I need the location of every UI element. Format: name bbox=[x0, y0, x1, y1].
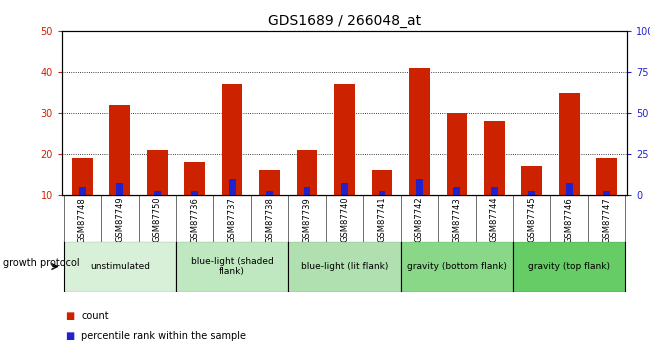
Text: GSM87744: GSM87744 bbox=[490, 197, 499, 243]
Bar bbox=[79, 187, 86, 195]
Bar bbox=[116, 183, 123, 195]
Bar bbox=[229, 179, 235, 195]
Text: GSM87749: GSM87749 bbox=[115, 197, 124, 243]
Text: GSM87736: GSM87736 bbox=[190, 197, 199, 243]
Text: percentile rank within the sample: percentile rank within the sample bbox=[81, 332, 246, 341]
Text: GDS1689 / 266048_at: GDS1689 / 266048_at bbox=[268, 14, 421, 28]
Text: GSM87738: GSM87738 bbox=[265, 197, 274, 243]
Bar bbox=[297, 150, 317, 195]
Text: GSM87739: GSM87739 bbox=[302, 197, 311, 243]
Text: ■: ■ bbox=[65, 332, 74, 341]
Bar bbox=[176, 241, 289, 292]
Bar bbox=[378, 191, 385, 195]
Text: GSM87747: GSM87747 bbox=[602, 197, 611, 243]
Bar bbox=[603, 191, 610, 195]
Bar bbox=[289, 241, 400, 292]
Bar bbox=[559, 92, 580, 195]
Text: blue-light (shaded
flank): blue-light (shaded flank) bbox=[190, 257, 274, 276]
Text: GSM87750: GSM87750 bbox=[153, 197, 162, 243]
Bar bbox=[147, 150, 168, 195]
Bar bbox=[521, 166, 542, 195]
Bar bbox=[154, 191, 161, 195]
Text: GSM87742: GSM87742 bbox=[415, 197, 424, 243]
Bar bbox=[596, 158, 617, 195]
Bar bbox=[484, 121, 504, 195]
Text: GSM87745: GSM87745 bbox=[527, 197, 536, 243]
Text: growth protocol: growth protocol bbox=[3, 258, 80, 268]
Text: ■: ■ bbox=[65, 311, 74, 321]
Bar bbox=[454, 187, 460, 195]
Bar bbox=[372, 170, 392, 195]
Bar bbox=[528, 191, 535, 195]
Bar bbox=[185, 162, 205, 195]
Bar bbox=[341, 183, 348, 195]
Bar bbox=[409, 68, 430, 195]
Text: count: count bbox=[81, 311, 109, 321]
Text: GSM87746: GSM87746 bbox=[565, 197, 574, 243]
Bar bbox=[266, 191, 273, 195]
Bar bbox=[513, 241, 625, 292]
Text: GSM87737: GSM87737 bbox=[227, 197, 237, 243]
Bar bbox=[72, 158, 93, 195]
Text: blue-light (lit flank): blue-light (lit flank) bbox=[301, 262, 388, 271]
Text: gravity (top flank): gravity (top flank) bbox=[528, 262, 610, 271]
Bar bbox=[109, 105, 130, 195]
Bar bbox=[416, 179, 422, 195]
Text: GSM87743: GSM87743 bbox=[452, 197, 462, 243]
Bar bbox=[64, 241, 176, 292]
Bar bbox=[222, 84, 242, 195]
Bar bbox=[566, 183, 573, 195]
Text: GSM87741: GSM87741 bbox=[378, 197, 387, 243]
Text: GSM87740: GSM87740 bbox=[340, 197, 349, 243]
Bar bbox=[334, 84, 355, 195]
Bar bbox=[491, 187, 498, 195]
Bar bbox=[447, 113, 467, 195]
Text: GSM87748: GSM87748 bbox=[78, 197, 87, 243]
Bar bbox=[191, 191, 198, 195]
Text: gravity (bottom flank): gravity (bottom flank) bbox=[407, 262, 507, 271]
Bar bbox=[400, 241, 513, 292]
Text: unstimulated: unstimulated bbox=[90, 262, 150, 271]
Bar bbox=[304, 187, 311, 195]
Bar bbox=[259, 170, 280, 195]
